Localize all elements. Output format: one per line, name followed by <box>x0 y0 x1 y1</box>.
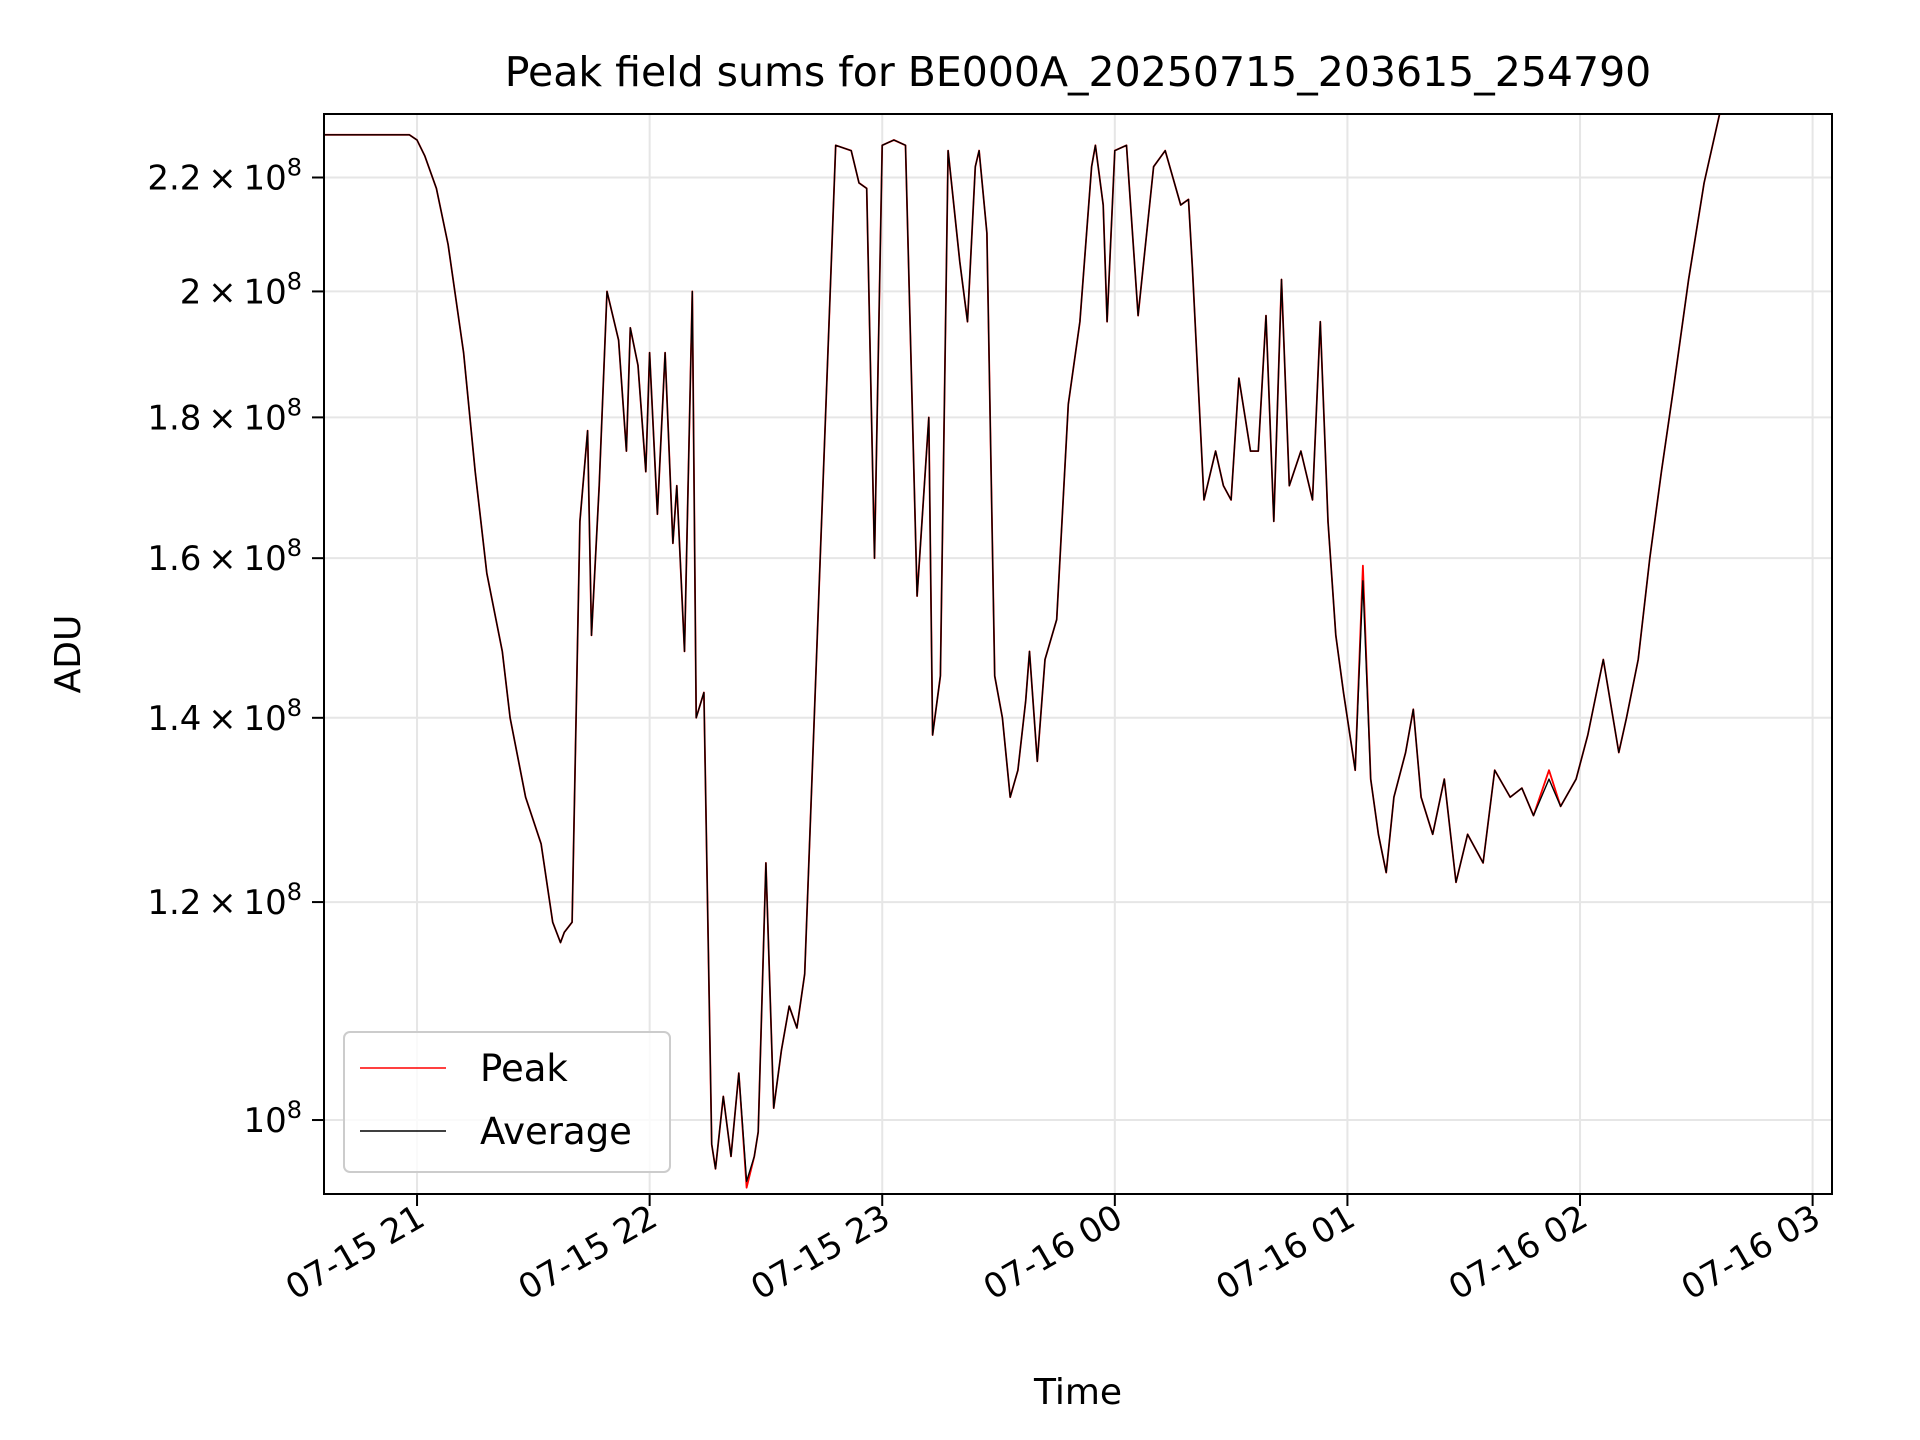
y-tick-mantissa: 1.2 × <box>147 883 243 923</box>
y-tick-mantissa: 1.8 × <box>147 398 243 438</box>
y-tick-mantissa: 2.2 × <box>147 158 243 198</box>
y-tick-exponent: 8 <box>287 694 302 722</box>
y-tick-exponent: 8 <box>287 534 302 562</box>
y-tick-base: 10 <box>243 158 286 198</box>
y-tick-base: 10 <box>243 699 286 739</box>
x-axis-label: Time <box>1033 1372 1122 1413</box>
y-tick-mantissa: 1.4 × <box>147 699 243 739</box>
y-tick-base: 10 <box>243 398 286 438</box>
legend-label-peak: Peak <box>480 1047 568 1090</box>
y-tick-label: 1.4 × 108 <box>147 694 302 739</box>
y-tick-base: 10 <box>243 272 286 312</box>
y-tick-label: 108 <box>243 1096 302 1141</box>
legend: Peak Average <box>343 1031 671 1173</box>
y-tick-label: 1.6 × 108 <box>147 534 302 579</box>
y-tick-label: 1.2 × 108 <box>147 878 302 923</box>
y-tick-base: 10 <box>243 1101 286 1141</box>
y-tick-exponent: 8 <box>287 878 302 906</box>
y-tick-exponent: 8 <box>287 1096 302 1124</box>
series-lines <box>324 113 1721 1189</box>
legend-box <box>343 1031 671 1173</box>
y-tick-mantissa: 2 × <box>180 272 244 312</box>
y-tick-base: 10 <box>243 539 286 579</box>
y-tick-label: 2 × 108 <box>180 267 302 312</box>
y-axis-label: ADU <box>48 615 89 694</box>
y-tick-base: 10 <box>243 883 286 923</box>
legend-label-average: Average <box>480 1110 632 1153</box>
chart-title: Peak field sums for BE000A_20250715_2036… <box>505 48 1652 96</box>
y-tick-exponent: 8 <box>287 393 302 421</box>
y-tick-exponent: 8 <box>287 267 302 295</box>
y-tick-label: 2.2 × 108 <box>147 153 302 198</box>
y-tick-exponent: 8 <box>287 153 302 181</box>
y-tick-mantissa: 1.6 × <box>147 539 243 579</box>
plot-frame <box>323 113 1833 1195</box>
y-tick-label: 1.8 × 108 <box>147 393 302 438</box>
series-line-average <box>324 113 1721 1183</box>
